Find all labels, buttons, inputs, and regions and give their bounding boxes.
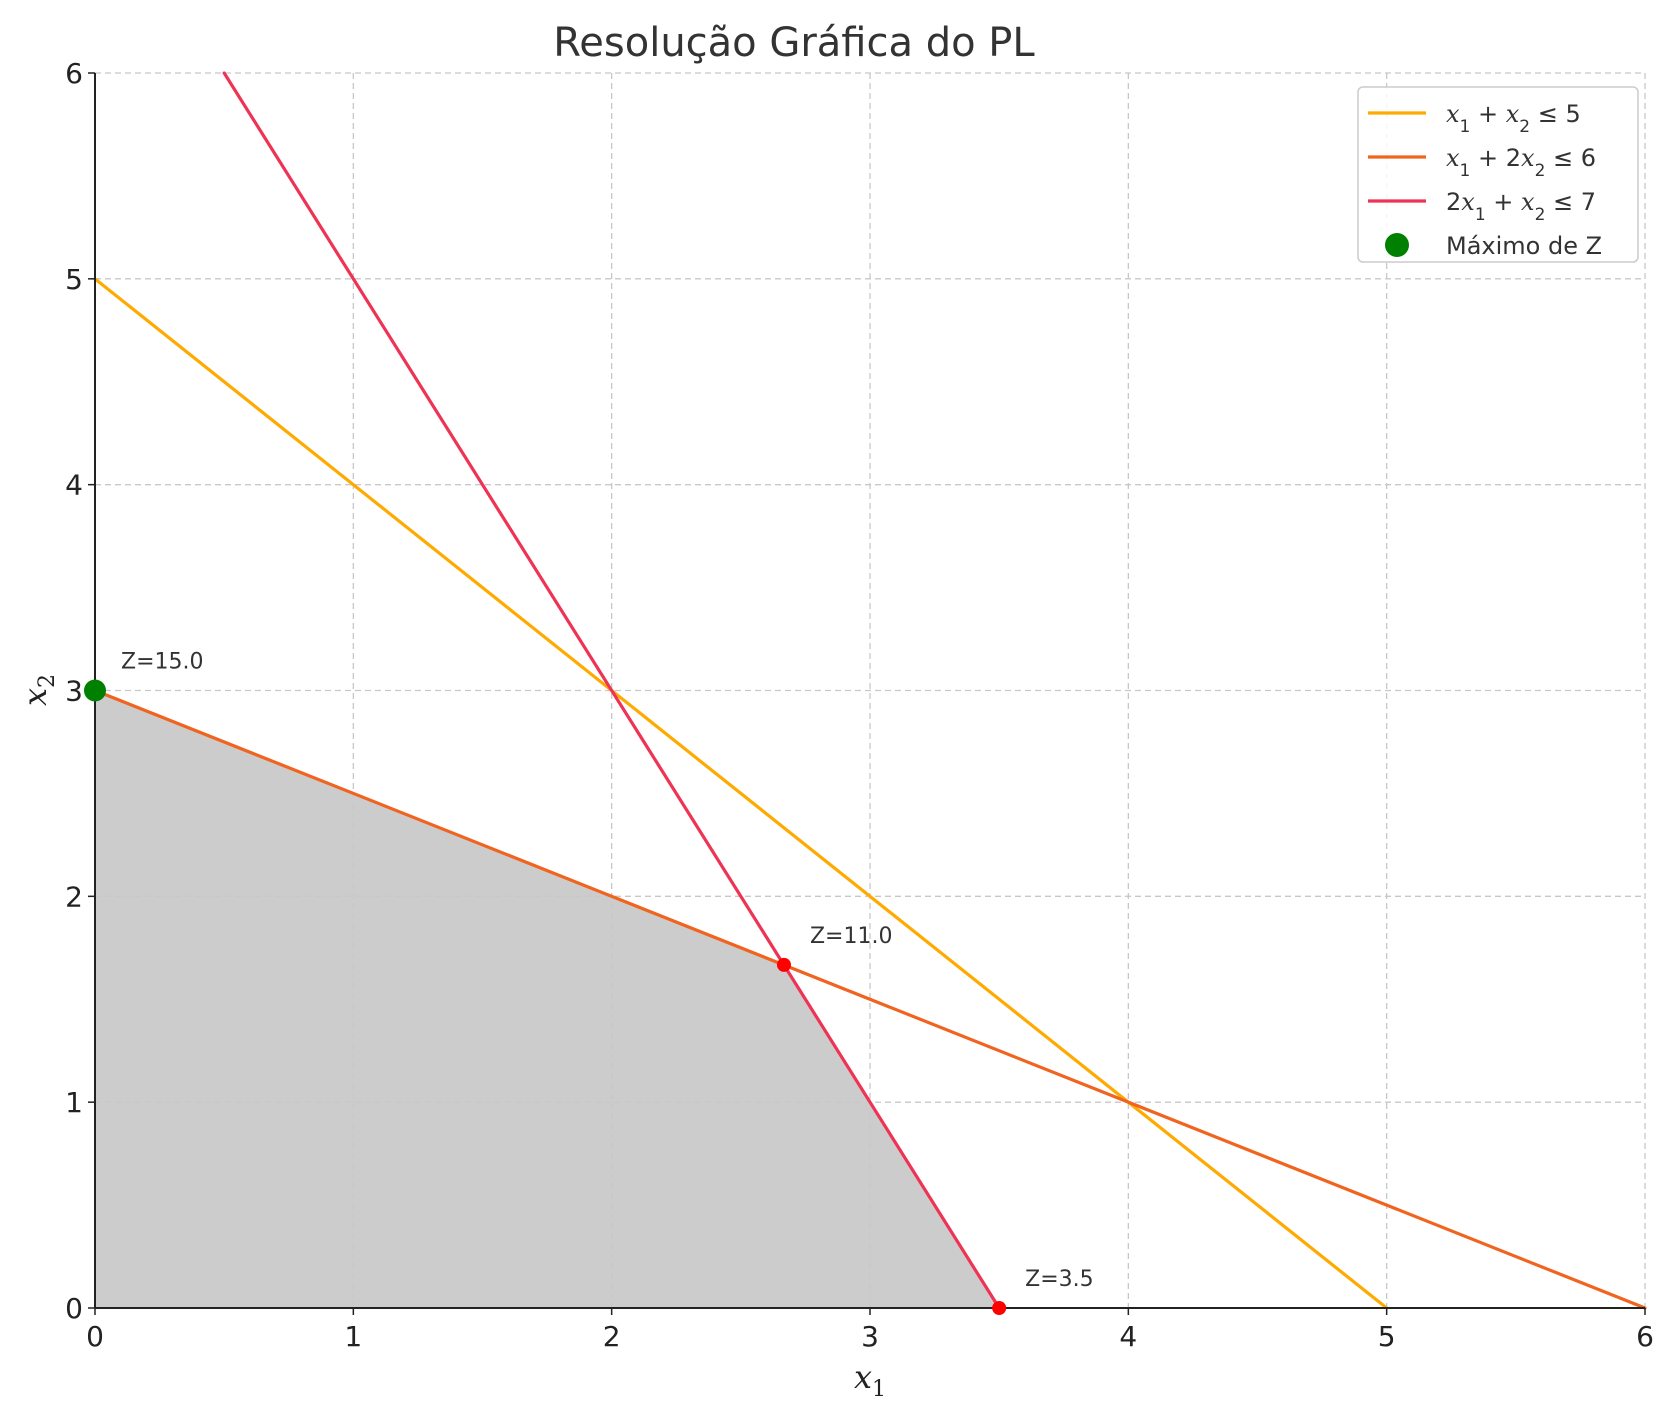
x-tick-label: 3 <box>861 1320 879 1353</box>
x-tick-label: 6 <box>1636 1320 1654 1353</box>
constraint-lines-layer <box>93 71 1647 1310</box>
y-tick-label: 5 <box>65 263 83 296</box>
x-axis-label-main: x <box>854 1358 872 1396</box>
max-z-point <box>84 679 106 702</box>
legend-box <box>1357 86 1639 263</box>
x-axis-label-sub: 1 <box>872 1377 886 1402</box>
vertex-z-annotation: Z=15.0 <box>121 650 204 675</box>
y-tick-label: 3 <box>65 675 83 708</box>
y-axis-label: x2 <box>16 674 60 706</box>
legend-swatch-max <box>1385 233 1409 257</box>
constraint-line-1 <box>93 277 1389 1310</box>
y-tick-label: 6 <box>65 57 83 90</box>
y-axis-label-sub: 2 <box>35 674 60 688</box>
y-axis-label-main: x <box>16 688 54 706</box>
x-tick-label: 5 <box>1378 1320 1396 1353</box>
ticks-layer: 0 1 2 3 4 5 6 0 1 2 3 4 5 6 <box>65 57 1654 1353</box>
constraint-line-2 <box>93 688 1647 1310</box>
chart-title: Resolução Gráfica do PL <box>553 20 1035 66</box>
legend: x1 + x2 ≤ 5 x1 + 2x2 ≤ 6 2x1 + x2 ≤ 7 Máxim… <box>1357 86 1639 263</box>
vertex-annotations-layer: Z=15.0 Z=11.0 Z=3.5 <box>121 650 1094 1293</box>
x-tick-label: 1 <box>344 1320 362 1353</box>
x-tick-label: 2 <box>603 1320 621 1353</box>
legend-label-2: x1 + 2x2 ≤ 6 <box>1446 144 1596 181</box>
constraint-line-3 <box>222 71 1001 1310</box>
y-tick-label: 4 <box>65 469 83 502</box>
vertex-point <box>776 957 791 972</box>
legend-label-3: 2x1 + x2 ≤ 7 <box>1446 188 1596 225</box>
y-tick-label: 2 <box>65 880 83 913</box>
feasible-region-layer <box>95 690 1000 1308</box>
vertex-point <box>992 1301 1007 1315</box>
legend-label-1: x1 + x2 ≤ 5 <box>1446 100 1581 137</box>
legend-label-max: Máximo de Z <box>1446 232 1602 260</box>
vertex-z-annotation: Z=11.0 <box>810 924 893 949</box>
x-tick-label: 0 <box>86 1320 104 1353</box>
y-tick-label: 1 <box>65 1086 83 1119</box>
y-tick-label: 0 <box>65 1292 83 1325</box>
x-tick-label: 4 <box>1119 1320 1137 1353</box>
vertex-z-annotation: Z=3.5 <box>1025 1267 1094 1292</box>
x-axis-label: x1 <box>854 1358 886 1402</box>
feasible-region <box>95 690 1000 1308</box>
vertex-points-layer <box>84 679 1007 1315</box>
